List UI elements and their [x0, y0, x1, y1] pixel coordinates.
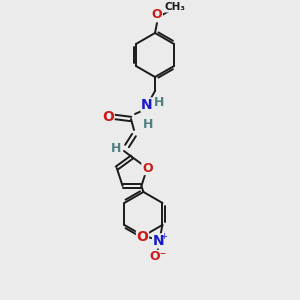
- Text: H: H: [111, 142, 121, 155]
- Text: CH₃: CH₃: [164, 2, 185, 12]
- Text: H: H: [154, 97, 164, 110]
- Text: O: O: [102, 110, 114, 124]
- Text: O⁻: O⁻: [150, 250, 167, 263]
- Text: O: O: [142, 162, 152, 175]
- Text: N: N: [153, 234, 164, 248]
- Text: O: O: [152, 8, 162, 22]
- Text: H: H: [143, 118, 153, 131]
- Text: O: O: [136, 230, 148, 244]
- Text: +: +: [160, 232, 167, 242]
- Text: N: N: [141, 98, 153, 112]
